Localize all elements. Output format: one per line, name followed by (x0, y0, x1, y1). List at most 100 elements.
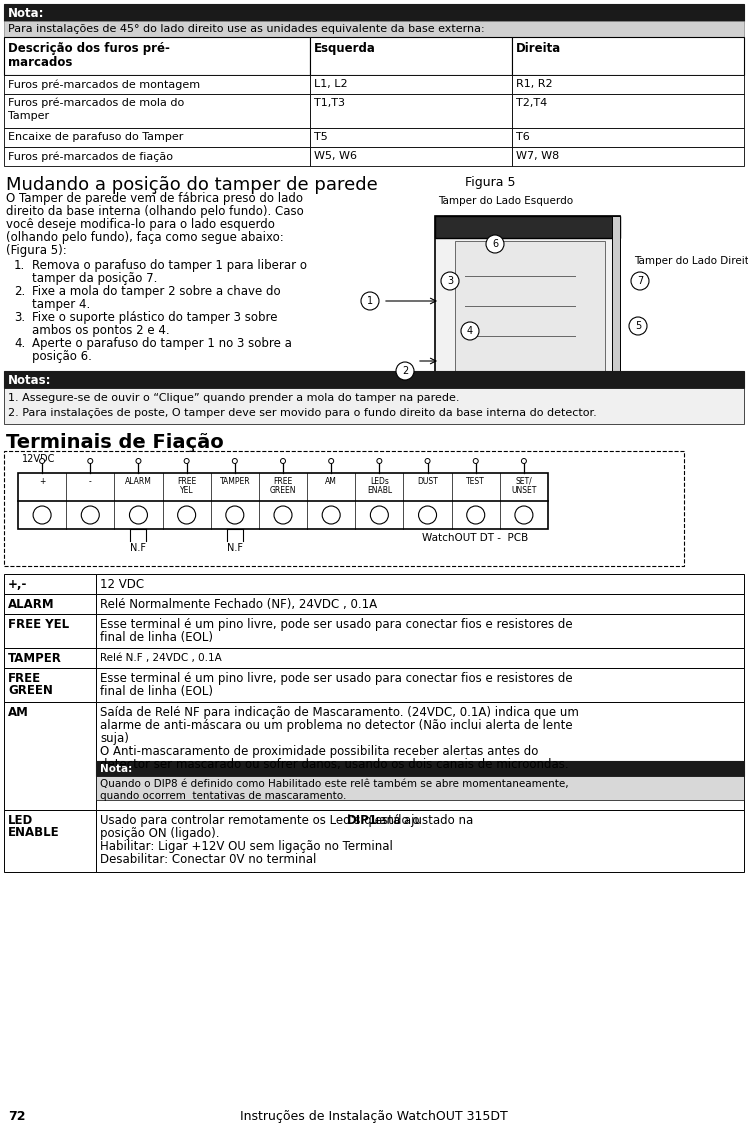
Text: ALARM: ALARM (125, 478, 152, 485)
Bar (96, 669, 744, 702)
Bar (4, 371, 744, 388)
Text: Furos pré-marcados de mola do: Furos pré-marcados de mola do (8, 98, 184, 108)
Text: TAMPER: TAMPER (8, 652, 62, 665)
Text: L1, L2: L1, L2 (314, 78, 348, 89)
Text: Usado para controlar remotamente os Led’s quando o: Usado para controlar remotamente os Led’… (100, 814, 423, 827)
Text: Esquerda: Esquerda (314, 42, 376, 55)
Text: está ajustado na: está ajustado na (370, 814, 473, 827)
Bar (310, 75, 512, 94)
Text: LED: LED (8, 814, 33, 827)
Text: ENABL: ENABL (367, 485, 392, 495)
Text: Tamper: Tamper (8, 111, 49, 121)
Bar (4, 669, 96, 702)
Bar (4, 810, 96, 872)
Text: FREE YEL: FREE YEL (8, 619, 69, 631)
Text: 7: 7 (637, 276, 643, 287)
Bar (4, 5, 744, 20)
Circle shape (136, 458, 141, 464)
Text: Encaixe de parafuso do Tamper: Encaixe de parafuso do Tamper (8, 132, 183, 142)
Bar (4, 451, 684, 566)
Circle shape (370, 506, 388, 524)
Circle shape (233, 458, 237, 464)
Bar (512, 75, 744, 94)
Text: YEL: YEL (180, 485, 194, 495)
Bar (96, 775, 744, 800)
Bar (4, 20, 744, 38)
Circle shape (184, 458, 189, 464)
Text: final de linha (EOL): final de linha (EOL) (100, 684, 213, 698)
Circle shape (82, 506, 99, 524)
Bar (612, 216, 620, 391)
Circle shape (322, 506, 340, 524)
Bar (4, 128, 310, 147)
Text: W7, W8: W7, W8 (516, 151, 560, 161)
Bar (435, 216, 620, 238)
Text: Remova o parafuso do tamper 1 para liberar o: Remova o parafuso do tamper 1 para liber… (32, 259, 307, 272)
Circle shape (40, 458, 45, 464)
Bar (4, 594, 96, 614)
Text: 2: 2 (402, 366, 408, 376)
Text: AM: AM (8, 706, 29, 719)
Text: ENABLE: ENABLE (8, 825, 60, 839)
Text: Tamper do Lado Direito: Tamper do Lado Direito (634, 256, 748, 266)
Text: Saída de Relé NF para indicação de Mascaramento. (24VDC, 0.1A) indica que um: Saída de Relé NF para indicação de Masca… (100, 706, 579, 719)
Circle shape (521, 458, 527, 464)
Text: Notas:: Notas: (8, 374, 52, 387)
Bar (4, 702, 96, 810)
Text: AM: AM (325, 478, 337, 485)
Text: 4: 4 (467, 326, 473, 337)
Text: 3: 3 (447, 276, 453, 287)
Text: final de linha (EOL): final de linha (EOL) (100, 631, 213, 644)
Bar (4, 75, 310, 94)
Text: posição 6.: posição 6. (32, 350, 92, 363)
Text: T2,T4: T2,T4 (516, 98, 548, 108)
Bar (512, 128, 744, 147)
Text: FREE: FREE (273, 478, 292, 485)
Circle shape (88, 458, 93, 464)
Text: ambos os pontos 2 e 4.: ambos os pontos 2 e 4. (32, 324, 170, 337)
Circle shape (419, 506, 437, 524)
Text: TEST: TEST (466, 478, 485, 485)
Bar (4, 574, 96, 594)
Text: (Figura 5):: (Figura 5): (6, 244, 67, 257)
Text: N.F: N.F (227, 543, 243, 553)
Circle shape (441, 272, 459, 290)
Text: Nota:: Nota: (8, 7, 44, 20)
Circle shape (461, 322, 479, 340)
Bar (310, 38, 512, 75)
Text: Nota:: Nota: (100, 764, 132, 774)
Circle shape (377, 458, 382, 464)
Text: +,-: +,- (8, 578, 28, 591)
Text: Habilitar: Ligar +12V OU sem ligação no Terminal: Habilitar: Ligar +12V OU sem ligação no … (100, 840, 393, 853)
Bar (4, 388, 744, 424)
Circle shape (631, 272, 649, 290)
Text: 1. Assegure-se de ouvir o “Clique” quando prender a mola do tamper na parede.: 1. Assegure-se de ouvir o “Clique” quand… (8, 393, 459, 402)
Text: T6: T6 (516, 132, 530, 142)
Text: 6: 6 (492, 239, 498, 249)
Circle shape (467, 506, 485, 524)
Text: 4.: 4. (14, 337, 25, 350)
Bar (96, 614, 744, 648)
Text: (olhando pelo fundo), faça como segue abaixo:: (olhando pelo fundo), faça como segue ab… (6, 231, 283, 244)
Text: 1: 1 (367, 296, 373, 306)
Text: O Anti-mascaramento de proximidade possibilita receber alertas antes do: O Anti-mascaramento de proximidade possi… (100, 745, 539, 758)
Circle shape (226, 506, 244, 524)
Circle shape (280, 458, 286, 464)
Text: suja): suja) (100, 732, 129, 745)
Circle shape (328, 458, 334, 464)
Bar (310, 147, 512, 166)
Text: GREEN: GREEN (270, 485, 296, 495)
Text: quando ocorrem  tentativas de mascaramento.: quando ocorrem tentativas de mascarament… (100, 791, 346, 800)
Bar (96, 761, 744, 775)
Text: marcados: marcados (8, 56, 73, 69)
Circle shape (361, 292, 379, 310)
Text: Quando o DIP8 é definido como Habilitado este relê também se abre momentaneament: Quando o DIP8 é definido como Habilitado… (100, 779, 568, 789)
Circle shape (486, 235, 504, 254)
Bar (96, 810, 744, 872)
Bar (455, 241, 605, 376)
Text: O Tamper de parede vem de fábrica preso do lado: O Tamper de parede vem de fábrica preso … (6, 192, 303, 205)
Text: você deseje modifica-lo para o lado esquerdo: você deseje modifica-lo para o lado esqu… (6, 218, 275, 231)
Text: 12VDC: 12VDC (22, 454, 55, 464)
Circle shape (274, 506, 292, 524)
Text: 3.: 3. (14, 312, 25, 324)
